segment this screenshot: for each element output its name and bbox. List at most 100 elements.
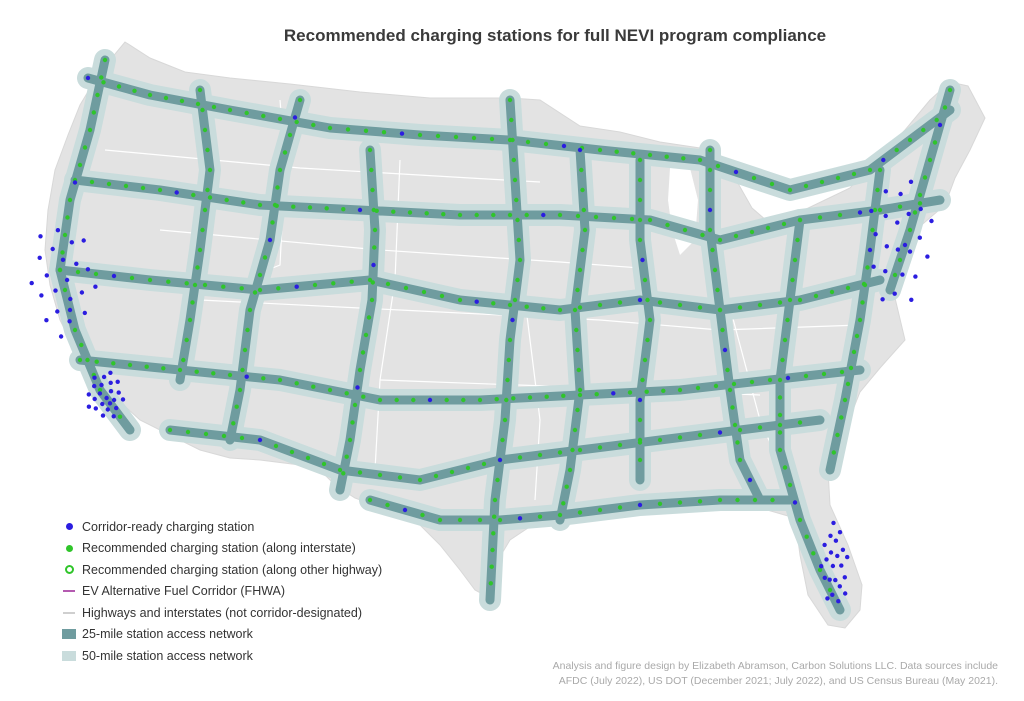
recommended-station [707,167,713,173]
recommended-station [803,373,809,379]
recommended-station [682,227,688,233]
recommended-station [657,300,663,305]
corridor-ready-station [925,254,930,259]
corridor-ready-station [37,255,42,260]
recommended-station [707,227,713,233]
recommended-station [697,305,703,310]
legend-swatch [60,649,78,663]
corridor-ready-station [611,391,616,396]
recommended-station [581,207,586,213]
recommended-station [385,502,390,508]
recommended-station [272,202,278,208]
recommended-station [637,217,643,223]
recommended-station [767,377,773,383]
recommended-station [897,257,903,263]
recommended-station [294,381,299,386]
recommended-station [907,227,913,233]
recommended-station [62,232,68,238]
recommended-station [733,233,739,239]
corridor-ready-station [74,261,79,266]
corridor-ready-station [29,280,34,286]
recommended-station [894,147,899,153]
corridor-ready-station [101,374,107,380]
charging-stations [29,57,953,604]
recommended-station [224,197,229,203]
recommended-station [185,429,191,435]
recommended-station [617,505,623,510]
recommended-station [291,204,296,209]
recommended-station [737,457,743,463]
recommended-station [275,185,280,190]
recommended-station [187,317,193,323]
recommended-station [577,267,583,273]
corridor-ready-station [108,380,113,385]
recommended-station [695,385,701,391]
corridor-ready-station [371,262,376,268]
recommended-station [157,187,163,193]
corridor-ready-station [892,291,897,296]
recommended-station [544,394,549,399]
credit-line-1: Analysis and figure design by Elizabeth … [552,660,998,672]
corridor-ready-station [869,208,874,214]
corridor-ready-station [906,211,911,217]
corridor-ready-station [257,437,263,443]
recommended-station [367,497,373,503]
corridor-ready-station [355,385,360,390]
recommended-station [449,469,455,475]
corridor-ready-station [871,264,876,269]
recommended-station [211,104,217,110]
recommended-station [273,443,279,449]
corridor-ready-station [837,530,843,535]
recommended-station [790,277,795,283]
recommended-station [577,447,583,453]
recommended-station [664,154,669,159]
corridor-ready-station [60,257,66,262]
recommended-station [842,397,848,403]
corridor-ready-station [517,516,523,521]
recommended-station [341,207,346,212]
recommended-station [457,212,463,218]
recommended-station [123,183,129,189]
recommended-station [197,87,203,93]
recommended-station [370,187,375,193]
corridor-ready-station [909,297,914,302]
recommended-station [261,113,266,119]
recommended-station [629,216,635,222]
recommended-station [89,179,95,185]
recommended-station [851,171,857,177]
recommended-station [947,87,953,93]
recommended-station [161,366,166,371]
recommended-station [257,202,263,208]
recommended-station [644,389,649,394]
recommended-station [181,357,186,363]
recommended-station [276,286,281,291]
corridor-ready-station [50,246,55,252]
recommended-station [502,417,508,423]
corridor-ready-station [840,547,846,552]
corridor-ready-station [900,272,905,277]
recommended-station [872,207,878,213]
recommended-station [642,357,648,363]
recommended-station [491,212,496,218]
corridor-ready-station [918,206,923,212]
corridor-ready-station [913,274,918,279]
recommended-station [287,132,293,138]
corridor-ready-station [917,235,922,240]
corridor-ready-station [541,212,546,218]
recommended-station [202,207,208,213]
recommended-station [877,167,883,173]
corridor-ready-station [53,288,58,293]
recommended-station [242,347,248,353]
recommended-station [147,277,153,283]
legend-label: 50-mile station access network [82,648,253,663]
recommended-station [677,435,683,440]
recommended-station [617,300,623,305]
recommended-station [477,517,483,523]
legend-label: Highways and interstates (not corridor-d… [82,605,362,620]
corridor-ready-station [92,383,97,389]
recommended-station [717,497,723,503]
corridor-ready-station [64,277,70,283]
recommended-station [707,187,713,193]
recommended-station [637,437,643,443]
recommended-station [677,302,683,308]
